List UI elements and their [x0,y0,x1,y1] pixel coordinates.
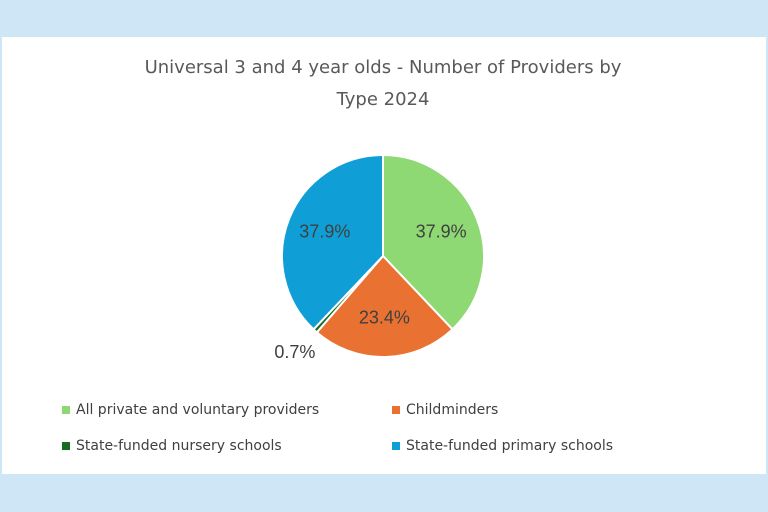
data-label: 37.9% [299,222,350,242]
pie-slice [382,153,485,331]
legend-swatch [62,442,70,450]
data-label: 0.7% [274,342,315,362]
pie-slice [315,254,454,358]
legend-swatch [392,406,400,414]
pie-slice [281,153,384,331]
data-label: 23.4% [359,307,410,327]
chart-title: Universal 3 and 4 year olds - Number of … [145,57,622,78]
legend-label: All private and voluntary providers [76,402,319,418]
legend-label: Childminders [406,402,498,418]
chart-title: Type 2024 [336,89,430,110]
data-label: 37.9% [416,222,467,242]
legend-label: State-funded primary schools [406,438,613,454]
legend-swatch [62,406,70,414]
legend-swatch [392,442,400,450]
legend-label: State-funded nursery schools [76,438,282,454]
